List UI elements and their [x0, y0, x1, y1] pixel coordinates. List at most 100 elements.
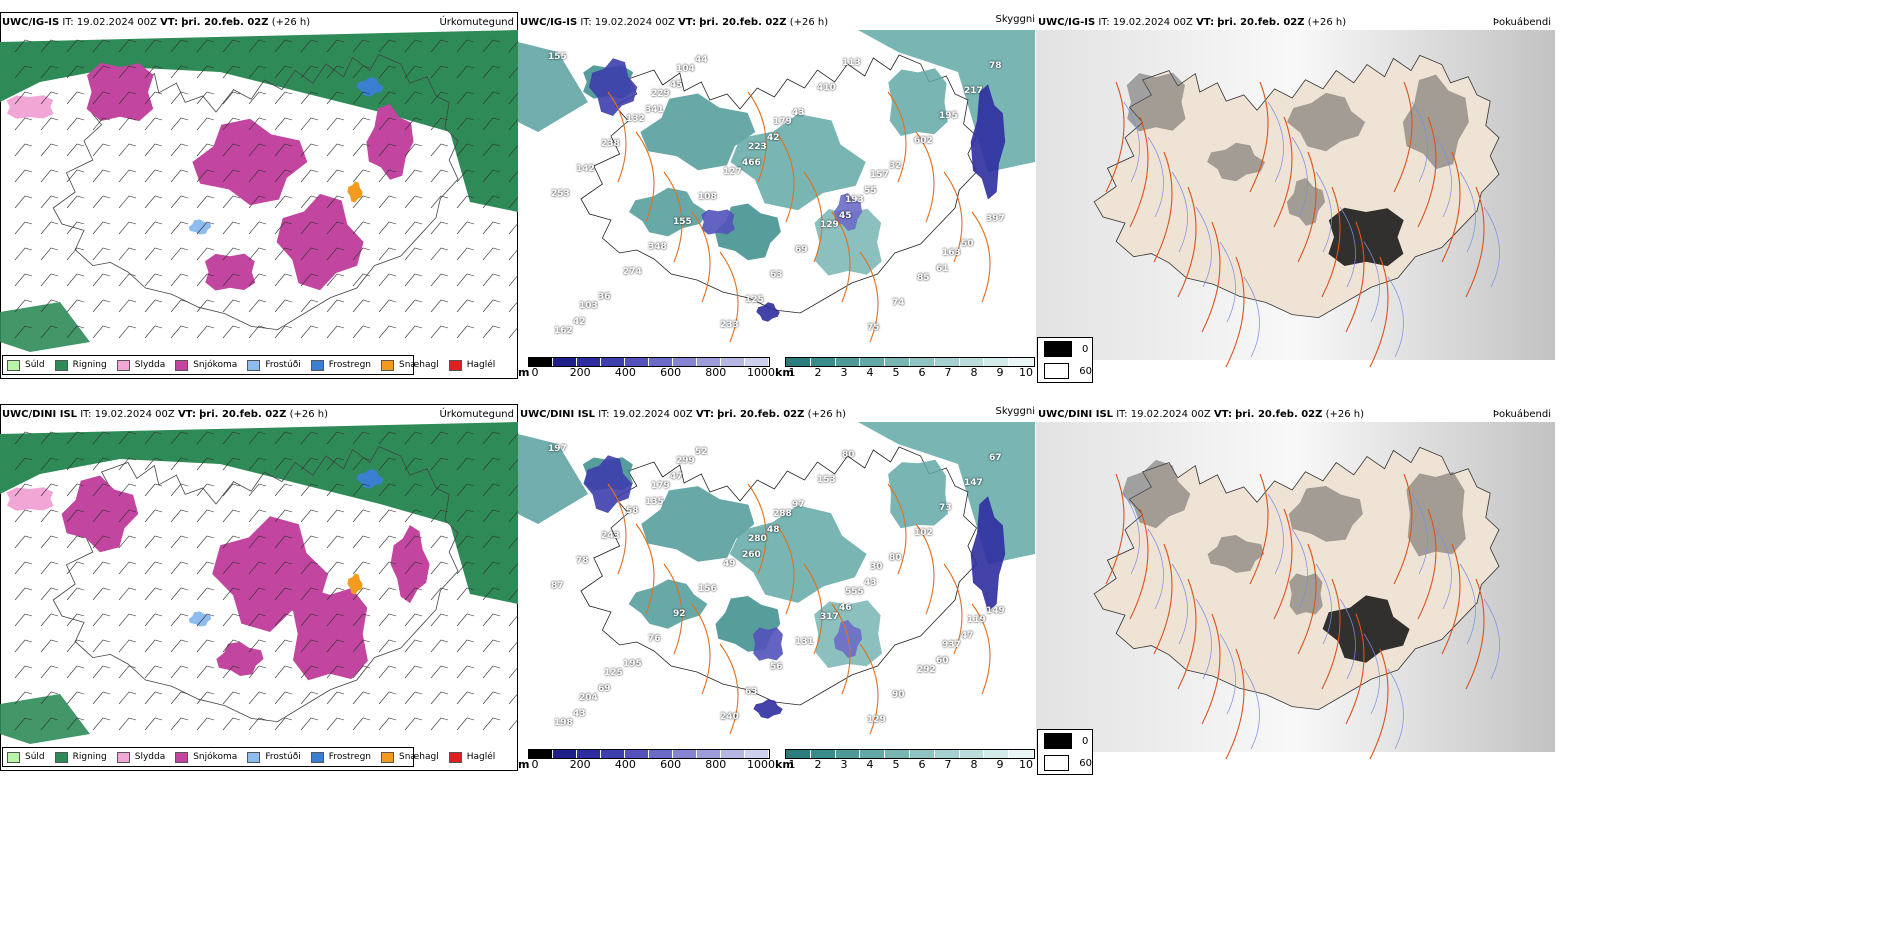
- iceland-coastline: [52, 445, 459, 723]
- wind-barb: [92, 143, 111, 157]
- wind-barb: [274, 39, 293, 53]
- ceiling-value-label: 147: [964, 478, 983, 488]
- snow-area: [86, 62, 154, 122]
- ceiling-value-label: 125: [745, 295, 764, 305]
- ceiling-value-label: 103: [579, 301, 598, 311]
- wind-barb: [352, 247, 371, 261]
- road-line: [1297, 543, 1317, 655]
- wind-barb: [14, 247, 33, 261]
- wind-barb: [144, 91, 163, 105]
- ceiling-value-label: 274: [623, 267, 642, 277]
- precip-legend-item: Frostúði: [247, 359, 301, 371]
- river-line: [1315, 563, 1332, 645]
- wind-barb: [482, 509, 501, 523]
- wind-barb: [430, 143, 449, 157]
- wind-barb: [170, 431, 189, 445]
- fog-index-area: [1287, 92, 1366, 152]
- wind-barb: [40, 509, 59, 523]
- scale-tick-label: 9: [996, 758, 1004, 771]
- scale-cell: [810, 750, 836, 758]
- wind-barb: [456, 535, 475, 549]
- wind-barb: [404, 535, 423, 549]
- wind-barb: [430, 717, 449, 731]
- wind-barb: [144, 117, 163, 131]
- wind-barb: [326, 91, 345, 105]
- road-line: [663, 563, 683, 655]
- scale-tick-label: 400: [614, 758, 636, 771]
- ceiling-value-label: 113: [842, 58, 861, 68]
- wind-barb: [508, 432, 518, 445]
- wind-barb: [482, 431, 501, 445]
- scale-cell: [885, 358, 910, 366]
- wind-barb: [326, 717, 345, 731]
- wind-barb: [170, 457, 189, 471]
- wind-barb: [14, 587, 33, 601]
- wind-barb: [378, 457, 397, 471]
- wind-barb: [14, 431, 33, 445]
- legend-label: Snæhagl: [399, 360, 439, 370]
- wind-barb: [14, 117, 33, 131]
- precip-legend-item: Rigning: [54, 751, 107, 763]
- river-line: [1147, 136, 1164, 218]
- precip-title: Úrkomutegund: [439, 409, 514, 420]
- wind-barb: [274, 561, 293, 575]
- legend-swatch: [1044, 363, 1070, 379]
- wind-barb: [482, 221, 501, 235]
- wind-barb: [222, 509, 241, 523]
- wind-barb: [170, 247, 189, 261]
- wind-barb: [274, 143, 293, 157]
- wind-barb: [222, 143, 241, 157]
- wind-barb: [300, 691, 319, 705]
- ceiling-value-label: 76: [648, 634, 661, 644]
- scale-cell: [984, 358, 1010, 366]
- wind-barb: [170, 587, 189, 601]
- road-line: [1321, 186, 1341, 298]
- legend-label: Frostúði: [265, 752, 301, 762]
- wind-barb: [66, 65, 85, 79]
- wind-barb: [40, 117, 59, 131]
- road-line: [1417, 508, 1437, 620]
- wind-barb: [66, 561, 85, 575]
- wind-barb: [196, 39, 215, 53]
- scale-colorbar: [785, 749, 1035, 759]
- wind-barb: [170, 613, 189, 627]
- wind-barb: [222, 691, 241, 705]
- wind-barb: [222, 483, 241, 497]
- ceiling-value-label: 348: [648, 242, 667, 252]
- river-line: [1171, 563, 1188, 645]
- wind-barb: [118, 117, 137, 131]
- wind-barb: [222, 273, 241, 287]
- wind-barb: [66, 117, 85, 131]
- ceiling-area: [756, 302, 780, 322]
- road-line: [775, 523, 795, 615]
- wind-barb: [352, 325, 371, 339]
- river-line: [1267, 101, 1284, 183]
- wind-barb: [248, 431, 267, 445]
- wind-barb: [378, 247, 397, 261]
- wind-barb: [326, 65, 345, 79]
- scale-tick-label: 1: [788, 366, 796, 379]
- legend-label: 60: [1079, 365, 1092, 377]
- road-line: [1369, 256, 1389, 368]
- wind-barb: [430, 587, 449, 601]
- scale-tick-label: 5: [892, 366, 900, 379]
- wind-barb: [430, 195, 449, 209]
- wind-barb: [352, 91, 371, 105]
- wind-barb: [430, 221, 449, 235]
- ceiling-value-label: 56: [770, 662, 783, 672]
- wind-barb: [144, 639, 163, 653]
- legend-swatch: [247, 359, 261, 371]
- wind-barb: [170, 91, 189, 105]
- road-line: [663, 171, 683, 263]
- scale-cell: [625, 358, 649, 366]
- wind-barb: [92, 587, 111, 601]
- wind-barb: [66, 143, 85, 157]
- visibility-title: Skyggni: [995, 406, 1035, 417]
- road-line: [1321, 578, 1341, 690]
- wind-barb: [378, 39, 397, 53]
- wind-barb: [482, 587, 501, 601]
- fog-map: [1036, 30, 1555, 368]
- wind-barb: [456, 299, 475, 313]
- wind-barb: [144, 65, 163, 79]
- wind-barb: [508, 640, 518, 653]
